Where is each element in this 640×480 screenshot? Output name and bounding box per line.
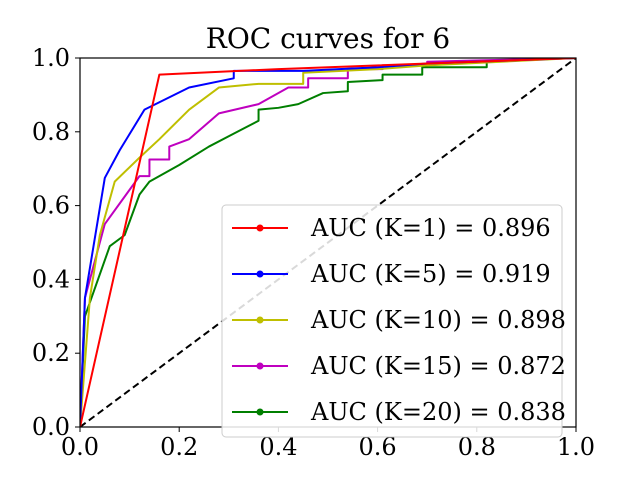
y-tick-label: 0.8 [32, 118, 70, 146]
x-tick-label: 0.2 [160, 433, 198, 461]
roc-series-line-2 [80, 58, 576, 427]
legend-label-4: AUC (K=15) = 0.872 [310, 352, 566, 380]
legend-marker-4 [256, 362, 264, 370]
roc-series-line-5 [80, 58, 576, 427]
legend-marker-5 [256, 408, 264, 416]
legend-label-5: AUC (K=20) = 0.838 [310, 398, 566, 426]
roc-series-line-3 [80, 58, 576, 427]
x-tick-label: 0.4 [259, 433, 297, 461]
legend-box [221, 204, 563, 438]
roc-series-line-1 [80, 58, 576, 427]
legend-marker-3 [256, 316, 264, 324]
y-tick-label: 0.4 [32, 265, 70, 293]
legend-marker-2 [256, 270, 264, 278]
x-tick-label: 0.6 [359, 433, 397, 461]
legend-label-3: AUC (K=10) = 0.898 [310, 306, 566, 334]
y-tick-label: 0.2 [32, 339, 70, 367]
y-tick-label: 0.0 [32, 413, 70, 441]
y-tick-label: 0.6 [32, 192, 70, 220]
y-tick-label: 1.0 [32, 44, 70, 72]
legend-label-2: AUC (K=5) = 0.919 [310, 260, 551, 288]
x-tick-label: 0.0 [61, 433, 99, 461]
x-tick-label: 0.8 [458, 433, 496, 461]
legend-marker-1 [256, 224, 264, 232]
x-tick-label: 1.0 [557, 433, 595, 461]
chart-title: ROC curves for 6 [206, 22, 450, 55]
legend-label-1: AUC (K=1) = 0.896 [310, 214, 551, 242]
